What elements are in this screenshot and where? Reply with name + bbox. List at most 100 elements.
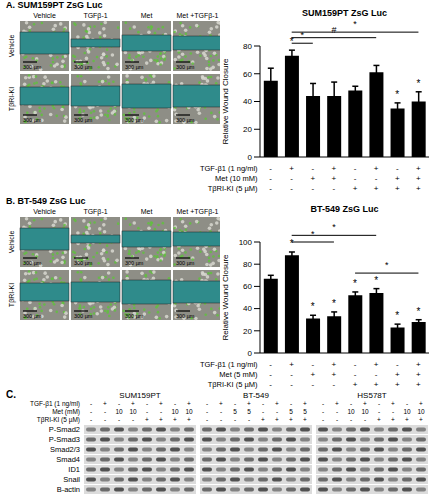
svg-text:*: * [290, 238, 294, 249]
svg-text:Snail: Snail [63, 475, 80, 484]
svg-text:-: - [378, 400, 380, 407]
svg-text:Smad4: Smad4 [56, 455, 80, 464]
svg-text:300 µm: 300 µm [23, 117, 42, 123]
svg-text:-: - [248, 416, 250, 423]
svg-text:+: + [374, 360, 379, 369]
svg-text:Vehicle: Vehicle [33, 208, 56, 215]
svg-text:+: + [310, 370, 315, 379]
svg-text:40: 40 [243, 97, 252, 106]
svg-text:10: 10 [115, 408, 123, 415]
svg-text:-: - [290, 174, 293, 183]
svg-text:TβRI-KI (5 µM): TβRI-KI (5 µM) [208, 380, 258, 389]
svg-text:-: - [333, 184, 336, 193]
svg-text:-: - [350, 416, 352, 423]
svg-text:-: - [333, 380, 336, 389]
svg-text:300 µm: 300 µm [23, 313, 42, 319]
svg-text:+: + [187, 416, 191, 423]
svg-text:10: 10 [129, 408, 137, 415]
svg-text:-: - [220, 416, 222, 423]
svg-text:TGF-β1 (1 ng/ml): TGF-β1 (1 ng/ml) [200, 164, 258, 173]
svg-text:+: + [363, 400, 367, 407]
svg-text:TβRI-KI (5 µM): TβRI-KI (5 µM) [208, 184, 258, 193]
svg-text:-: - [290, 380, 293, 389]
svg-text:TGF-β1 (1 ng/ml): TGF-β1 (1 ng/ml) [30, 400, 80, 408]
svg-text:+: + [289, 360, 294, 369]
svg-text:5: 5 [289, 408, 293, 415]
svg-text:Met +TGFβ-1: Met +TGFβ-1 [177, 208, 219, 216]
svg-text:-: - [336, 416, 338, 423]
svg-text:+: + [377, 416, 381, 423]
svg-text:+: + [395, 380, 400, 389]
svg-text:Met (5 mM): Met (5 mM) [219, 370, 258, 379]
svg-text:Relative Wound Closure: Relative Wound Closure [221, 254, 230, 341]
svg-text:+: + [391, 416, 395, 423]
svg-text:Met +TGFβ-1: Met +TGFβ-1 [177, 12, 219, 20]
svg-text:300 µm: 300 µm [74, 313, 93, 319]
svg-text:-: - [269, 164, 272, 173]
svg-text:+: + [374, 380, 379, 389]
svg-text:5: 5 [303, 408, 307, 415]
svg-text:-: - [234, 400, 236, 407]
svg-text:*: * [311, 229, 315, 239]
svg-text:20: 20 [243, 125, 252, 134]
svg-text:P-Smad3: P-Smad3 [49, 435, 80, 444]
svg-text:Vehicle: Vehicle [33, 12, 56, 19]
svg-text:300 µm: 300 µm [125, 117, 144, 123]
svg-text:-: - [396, 360, 399, 369]
svg-text:+: + [391, 400, 395, 407]
svg-text:300 µm: 300 µm [176, 117, 195, 123]
svg-text:-: - [392, 408, 394, 415]
svg-text:5: 5 [247, 408, 251, 415]
svg-text:#: # [331, 25, 336, 35]
svg-text:+: + [247, 400, 251, 407]
svg-text:-: - [269, 360, 272, 369]
svg-text:+: + [335, 400, 339, 407]
svg-text:+: + [173, 416, 177, 423]
svg-text:-: - [322, 408, 324, 415]
svg-text:+: + [416, 370, 421, 379]
svg-text:100: 100 [239, 238, 253, 247]
svg-text:+: + [103, 400, 107, 407]
svg-text:-: - [262, 408, 264, 415]
svg-text:+: + [395, 174, 400, 183]
svg-text:-: - [354, 360, 357, 369]
svg-text:*: * [395, 89, 399, 100]
svg-text:+: + [219, 400, 223, 407]
svg-text:+: + [419, 400, 423, 407]
svg-text:*: * [374, 275, 378, 286]
svg-text:-: - [322, 416, 324, 423]
svg-text:-: - [206, 408, 208, 415]
svg-text:10: 10 [403, 408, 411, 415]
svg-text:-: - [311, 380, 314, 389]
svg-text:60: 60 [243, 282, 252, 291]
svg-text:+: + [395, 184, 400, 193]
svg-text:-: - [269, 380, 272, 389]
svg-text:+: + [275, 416, 279, 423]
svg-text:*: * [416, 306, 420, 317]
svg-text:300 µm: 300 µm [125, 260, 144, 266]
svg-text:0: 0 [248, 349, 253, 358]
svg-text:+: + [275, 400, 279, 407]
svg-text:+: + [419, 416, 423, 423]
svg-text:300 µm: 300 µm [125, 313, 144, 319]
svg-text:TGFβ-1: TGFβ-1 [83, 12, 107, 20]
svg-text:-: - [262, 400, 264, 407]
svg-text:-: - [174, 400, 176, 407]
svg-text:+: + [289, 416, 293, 423]
svg-text:+: + [405, 416, 409, 423]
svg-text:*: * [311, 301, 315, 312]
svg-text:+: + [374, 164, 379, 173]
svg-text:C.: C. [8, 390, 16, 400]
svg-text:+: + [416, 360, 421, 369]
svg-text:10: 10 [185, 408, 193, 415]
svg-text:-: - [311, 164, 314, 173]
svg-text:+: + [310, 174, 315, 183]
svg-text:-: - [206, 400, 208, 407]
svg-text:+: + [416, 380, 421, 389]
svg-text:-: - [276, 408, 278, 415]
svg-text:Met (10 mM): Met (10 mM) [215, 174, 258, 183]
svg-text:+: + [187, 400, 191, 407]
svg-text:-: - [350, 400, 352, 407]
svg-text:-: - [336, 408, 338, 415]
svg-text:+: + [303, 400, 307, 407]
